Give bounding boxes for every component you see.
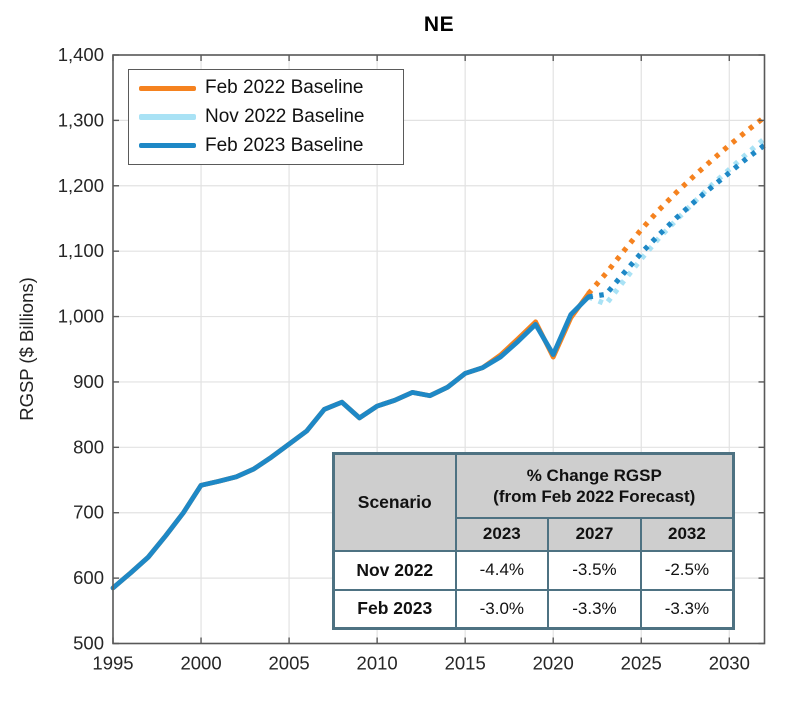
svg-text:2025: 2025 — [621, 653, 662, 674]
legend-item-nov-2022-baseline: Nov 2022 Baseline — [129, 106, 403, 128]
table-header-change: % Change RGSP (from Feb 2022 Forecast) — [454, 452, 735, 519]
svg-text:500: 500 — [73, 633, 104, 654]
svg-text:1,400: 1,400 — [58, 44, 104, 65]
cell-nov2022-2027: -3.5% — [547, 549, 642, 591]
svg-text:1995: 1995 — [92, 653, 133, 674]
svg-text:2030: 2030 — [709, 653, 750, 674]
svg-text:1,100: 1,100 — [58, 240, 104, 261]
legend-item-feb-2023-baseline: Feb 2023 Baseline — [129, 135, 403, 157]
svg-text:2000: 2000 — [180, 653, 221, 674]
table-header-2027: 2027 — [547, 516, 642, 552]
cell-feb2023-2027: -3.3% — [547, 588, 642, 630]
change-header-line2: (from Feb 2022 Forecast) — [493, 486, 696, 506]
svg-text:800: 800 — [73, 436, 104, 457]
legend-item-label: Feb 2023 Baseline — [205, 134, 364, 156]
cell-nov2022-2032: -2.5% — [639, 549, 735, 591]
row-label-feb-2023: Feb 2023 — [332, 588, 457, 630]
legend-item-label: Feb 2022 Baseline — [205, 77, 364, 99]
row-label-nov-2022: Nov 2022 — [332, 549, 457, 591]
svg-text:2015: 2015 — [445, 653, 486, 674]
legend-line-swatch-orange — [139, 85, 196, 92]
table-row: Nov 2022 -4.4% -3.5% -2.5% — [332, 549, 735, 591]
svg-text:900: 900 — [73, 371, 104, 392]
svg-text:1,200: 1,200 — [58, 175, 104, 196]
svg-text:700: 700 — [73, 502, 104, 523]
svg-text:2005: 2005 — [269, 653, 310, 674]
cell-feb2023-2023: -3.0% — [454, 588, 550, 630]
table-row: Feb 2023 -3.0% -3.3% -3.3% — [332, 588, 735, 630]
table-header-scenario: Scenario — [332, 452, 457, 552]
scenario-header-text: Scenario — [357, 491, 432, 512]
table-header-2032: 2032 — [639, 516, 735, 552]
cell-feb2023-2032: -3.3% — [639, 588, 735, 630]
svg-text:1,300: 1,300 — [58, 109, 104, 130]
comparison-table: Scenario % Change RGSP (from Feb 2022 Fo… — [332, 452, 735, 630]
change-header-line1: % Change RGSP — [526, 465, 662, 485]
legend-item-label: Nov 2022 Baseline — [205, 105, 365, 127]
svg-text:600: 600 — [73, 567, 104, 588]
table-header-2023: 2023 — [454, 516, 550, 552]
svg-text:1,000: 1,000 — [58, 306, 104, 327]
legend-line-swatch-lightblue — [139, 114, 196, 120]
chart-title: NE — [423, 13, 455, 36]
legend-line-swatch-blue — [139, 142, 196, 149]
svg-text:2020: 2020 — [533, 653, 574, 674]
legend: Feb 2022 Baseline Nov 2022 Baseline Feb … — [128, 69, 404, 165]
legend-item-feb-2022-baseline: Feb 2022 Baseline — [129, 77, 403, 99]
cell-nov2022-2023: -4.4% — [454, 549, 550, 591]
y-axis-label: RGSP ($ Billions) — [16, 277, 37, 421]
svg-text:2010: 2010 — [357, 653, 398, 674]
